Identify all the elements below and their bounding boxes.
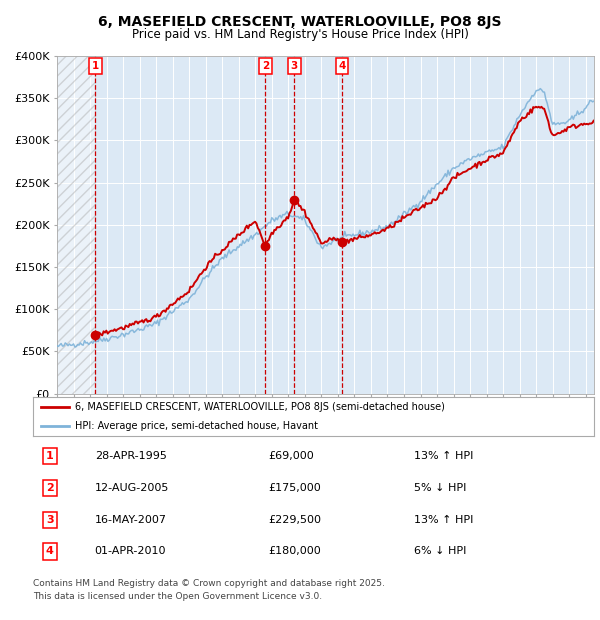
Text: £69,000: £69,000 — [269, 451, 314, 461]
Text: £229,500: £229,500 — [269, 515, 322, 525]
Text: 4: 4 — [46, 546, 54, 556]
Text: 6, MASEFIELD CRESCENT, WATERLOOVILLE, PO8 8JS (semi-detached house): 6, MASEFIELD CRESCENT, WATERLOOVILLE, PO… — [75, 402, 445, 412]
Text: 2: 2 — [262, 61, 269, 71]
Text: 4: 4 — [338, 61, 346, 71]
Text: 12-AUG-2005: 12-AUG-2005 — [95, 483, 169, 493]
Text: 16-MAY-2007: 16-MAY-2007 — [95, 515, 167, 525]
Text: Contains HM Land Registry data © Crown copyright and database right 2025.
This d: Contains HM Land Registry data © Crown c… — [33, 580, 385, 601]
Text: HPI: Average price, semi-detached house, Havant: HPI: Average price, semi-detached house,… — [75, 421, 318, 431]
Text: 1: 1 — [46, 451, 54, 461]
Text: 5% ↓ HPI: 5% ↓ HPI — [415, 483, 467, 493]
Text: £180,000: £180,000 — [269, 546, 322, 556]
Text: 01-APR-2010: 01-APR-2010 — [95, 546, 166, 556]
Text: 13% ↑ HPI: 13% ↑ HPI — [415, 451, 474, 461]
Text: 6, MASEFIELD CRESCENT, WATERLOOVILLE, PO8 8JS: 6, MASEFIELD CRESCENT, WATERLOOVILLE, PO… — [98, 15, 502, 29]
Text: 3: 3 — [46, 515, 53, 525]
Text: 2: 2 — [46, 483, 54, 493]
Bar — [57, 56, 95, 394]
Text: £175,000: £175,000 — [269, 483, 322, 493]
Text: 28-APR-1995: 28-APR-1995 — [95, 451, 167, 461]
Text: 13% ↑ HPI: 13% ↑ HPI — [415, 515, 474, 525]
Text: 3: 3 — [291, 61, 298, 71]
Text: Price paid vs. HM Land Registry's House Price Index (HPI): Price paid vs. HM Land Registry's House … — [131, 28, 469, 40]
Text: 6% ↓ HPI: 6% ↓ HPI — [415, 546, 467, 556]
Text: 1: 1 — [92, 61, 99, 71]
